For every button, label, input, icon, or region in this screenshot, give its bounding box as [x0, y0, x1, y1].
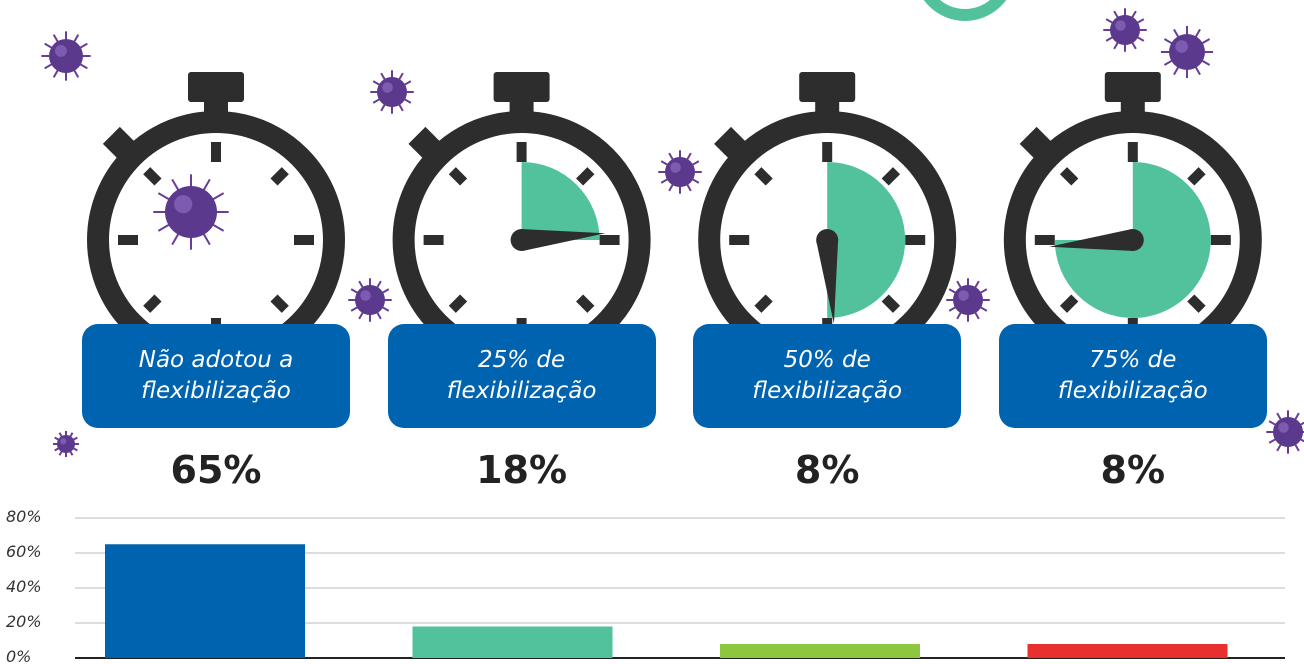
bar: [105, 544, 305, 658]
watch-hand: [520, 229, 606, 251]
value-label: 8%: [1100, 448, 1166, 492]
virus-shine: [1175, 40, 1188, 53]
virus-body: [953, 285, 983, 315]
virus-icon: [946, 278, 990, 322]
virus-body: [355, 285, 385, 315]
category-label: Não adotou a flexibilização: [82, 324, 350, 428]
watch-hand: [816, 239, 839, 324]
virus-body: [377, 77, 407, 107]
virus-icon: [153, 174, 229, 250]
watch-tick: [881, 167, 901, 186]
watch-tick: [1059, 294, 1079, 313]
value-label: 18%: [476, 448, 568, 492]
watch-tick: [754, 294, 773, 313]
virus-icon: [348, 278, 392, 322]
watch-crown: [799, 72, 856, 102]
virus-icon: [52, 430, 80, 458]
virus-shine: [1115, 20, 1126, 31]
virus-shine: [1278, 422, 1289, 433]
category-label: 75% de flexibilização: [998, 324, 1267, 428]
watch-tick: [1059, 167, 1079, 186]
virus-icon: [1103, 8, 1147, 52]
bar: [412, 626, 613, 658]
watch-tick: [1034, 235, 1055, 245]
watch-hub: [816, 229, 839, 251]
watch-tick: [1210, 235, 1231, 245]
category-label: 25% de flexibilização: [387, 324, 656, 428]
y-tick-label: 40%: [6, 577, 42, 596]
y-tick-label: 20%: [6, 612, 42, 631]
virus-shine: [382, 82, 393, 93]
watch-tick: [143, 167, 162, 186]
virus-icon: [370, 70, 414, 114]
watch-tick: [516, 142, 527, 162]
watch-tick: [1127, 142, 1138, 162]
value-label: 65%: [170, 448, 262, 492]
virus-shine: [174, 195, 193, 214]
virus-shine: [958, 290, 969, 301]
watch-tick: [448, 167, 468, 186]
virus-icon: [1266, 410, 1304, 454]
virus-body: [1169, 34, 1205, 70]
watch-crown: [493, 72, 550, 102]
bar: [720, 644, 920, 658]
virus-icon: [1160, 25, 1214, 79]
watch-tick: [576, 167, 595, 186]
watch-tick: [1187, 167, 1206, 186]
virus-body: [1273, 417, 1303, 447]
watch-tick: [1187, 294, 1206, 313]
watch-tick: [423, 235, 444, 245]
virus-body: [49, 39, 83, 73]
virus-body: [165, 186, 217, 238]
watch-tick: [754, 167, 773, 186]
watch-crown: [1104, 72, 1161, 102]
watch-hub: [1121, 229, 1144, 251]
y-tick-label: 0%: [6, 647, 32, 664]
y-tick-label: 80%: [6, 507, 42, 526]
watch-sector: [521, 162, 600, 240]
virus-shine: [670, 162, 681, 173]
virus-shine: [60, 438, 67, 445]
decor-ring: [923, 0, 1007, 21]
watch-tick: [143, 294, 162, 313]
watch-tick: [905, 235, 926, 245]
watch-tick: [294, 235, 314, 245]
category-label: 50% de flexibilização: [693, 324, 962, 428]
virus-body: [665, 157, 695, 187]
virus-shine: [54, 44, 67, 57]
watch-tick: [729, 235, 750, 245]
virus-body: [57, 435, 75, 453]
watch-tick: [211, 142, 221, 162]
watch-tick: [270, 294, 289, 313]
bar: [1027, 644, 1228, 658]
watch-hand: [1049, 229, 1134, 251]
y-tick-label: 60%: [6, 542, 42, 561]
watch-tick: [599, 235, 620, 245]
virus-icon: [41, 31, 91, 81]
watch-tick: [576, 294, 595, 313]
watch-crown: [188, 72, 244, 102]
virus-body: [1110, 15, 1140, 45]
watch-sector: [827, 162, 906, 318]
watch-tick: [448, 294, 468, 313]
virus-shine: [360, 290, 371, 301]
watch-tick: [822, 142, 833, 162]
watch-hub: [510, 229, 533, 251]
virus-icon: [658, 150, 702, 194]
watch-tick: [270, 167, 289, 186]
value-label: 8%: [794, 448, 860, 492]
watch-tick: [881, 294, 901, 313]
watch-tick: [118, 235, 138, 245]
